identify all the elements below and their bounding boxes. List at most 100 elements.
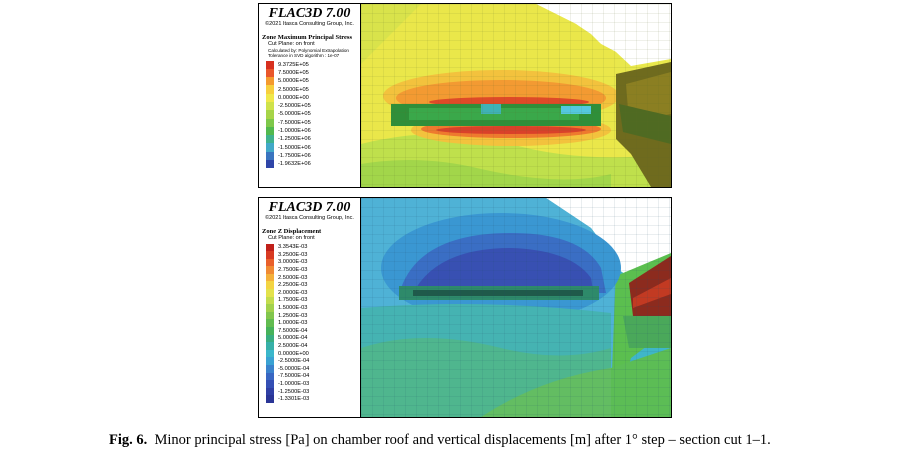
scale-row: 1.2500E-03: [266, 311, 360, 320]
scale-label: -1.5000E+06: [278, 144, 311, 151]
copyright-text: ©2021 Itasca Consulting Group, Inc.: [265, 215, 354, 221]
scale-label: -1.7500E+06: [278, 152, 311, 159]
scale-label: 7.5000E+05: [278, 69, 309, 76]
color-swatch: [266, 135, 274, 144]
scale-row: 2.0000E-03: [266, 289, 360, 297]
stress-legend: FLAC3D 7.00 ©2021 Itasca Consulting Grou…: [259, 4, 361, 187]
scale-row: -1.0000E+06: [266, 126, 360, 136]
scale-row: 7.5000E-04: [266, 327, 360, 335]
scale-row: -1.0000E-03: [266, 380, 360, 388]
scale-label: 7.5000E-04: [278, 327, 308, 334]
color-swatch: [266, 365, 274, 373]
color-scale: 3.3543E-03 3.2500E-03 3.0000E-03 2.7500E-03…: [266, 243, 360, 403]
software-title: FLAC3D 7.00: [268, 6, 351, 21]
scale-row: 3.3543E-03: [266, 243, 360, 252]
scale-label: -7.5000E+05: [278, 119, 311, 126]
scale-row: -5.0000E-04: [266, 365, 360, 373]
color-swatch: [266, 372, 274, 381]
scale-row: 3.0000E-03: [266, 258, 360, 267]
scale-row: 2.7500E-03: [266, 266, 360, 274]
scale-row: 2.5000E+05: [266, 85, 360, 94]
color-scale: 9.3725E+05 7.5000E+05 5.0000E+05 2.5000E+05…: [266, 60, 360, 169]
scale-label: -1.0000E-03: [278, 380, 310, 387]
color-swatch: [266, 160, 274, 169]
scale-row: 2.2500E-03: [266, 281, 360, 290]
scale-row: -7.5000E-04: [266, 372, 360, 381]
color-swatch: [266, 93, 274, 102]
scale-row: 1.5000E-03: [266, 304, 360, 312]
scale-row: -1.5000E+06: [266, 143, 360, 152]
scale-row: -1.2500E-03: [266, 387, 360, 396]
scale-label: 3.3543E-03: [278, 244, 308, 251]
displacement-contour-plot: [361, 198, 671, 417]
scale-label: -1.9632E+06: [278, 161, 311, 168]
scale-row: 5.0000E+05: [266, 77, 360, 86]
scale-label: -1.0000E+06: [278, 128, 311, 135]
copyright-text: ©2021 Itasca Consulting Group, Inc.: [265, 21, 354, 27]
color-swatch: [266, 387, 274, 396]
scale-row: -2.5000E+05: [266, 101, 360, 111]
scale-row: 1.0000E-03: [266, 319, 360, 328]
color-swatch: [266, 243, 274, 252]
scale-row: 3.2500E-03: [266, 251, 360, 259]
scale-label: 3.0000E-03: [278, 259, 308, 266]
scale-label: 5.0000E+05: [278, 78, 309, 85]
color-swatch: [266, 126, 274, 136]
scale-label: -2.5000E+05: [278, 103, 311, 110]
color-swatch: [266, 289, 274, 297]
color-swatch: [266, 258, 274, 267]
scale-row: 1.7500E-03: [266, 296, 360, 305]
color-swatch: [266, 77, 274, 86]
legend-title: Zone Maximum Principal Stress: [262, 34, 352, 41]
color-swatch: [266, 319, 274, 328]
scale-label: 2.5000E-03: [278, 274, 308, 281]
color-swatch: [266, 357, 274, 365]
color-swatch: [266, 395, 274, 403]
scale-label: 0.0000E+00: [278, 94, 309, 101]
scale-label: 3.2500E-03: [278, 251, 308, 258]
scale-row: 2.5000E-04: [266, 342, 360, 350]
color-swatch: [266, 151, 274, 161]
scale-label: -1.3301E-03: [278, 396, 310, 403]
scale-row: 2.5000E-03: [266, 273, 360, 282]
color-swatch: [266, 296, 274, 305]
scale-row: 0.0000E+00: [266, 349, 360, 358]
scale-label: -5.0000E-04: [278, 365, 310, 372]
scale-row: -7.5000E+05: [266, 118, 360, 127]
scale-row: 7.5000E+05: [266, 68, 360, 78]
scale-label: -5.0000E+05: [278, 111, 311, 118]
scale-row: -1.3301E-03: [266, 395, 360, 403]
scale-label: 2.5000E+05: [278, 86, 309, 93]
color-swatch: [266, 118, 274, 127]
scale-label: 9.3725E+05: [278, 61, 309, 68]
color-swatch: [266, 266, 274, 274]
scale-row: 9.3725E+05: [266, 60, 360, 69]
color-swatch: [266, 68, 274, 78]
legend-title: Zone Z Displacement: [262, 228, 322, 235]
scale-label: -1.2500E+06: [278, 136, 311, 143]
scale-label: -2.5000E-04: [278, 358, 310, 365]
stress-contour-plot: [361, 4, 671, 187]
scale-label: 5.0000E-04: [278, 335, 308, 342]
color-swatch: [266, 85, 274, 94]
color-swatch: [266, 273, 274, 282]
scale-label: -1.2500E-03: [278, 388, 310, 395]
color-swatch: [266, 110, 274, 119]
software-title: FLAC3D 7.00: [268, 200, 351, 215]
scale-row: -1.7500E+06: [266, 151, 360, 161]
color-swatch: [266, 304, 274, 312]
color-swatch: [266, 327, 274, 335]
displacement-legend: FLAC3D 7.00 ©2021 Itasca Consulting Grou…: [259, 198, 361, 417]
color-swatch: [266, 311, 274, 320]
stress-figure-panel: FLAC3D 7.00 ©2021 Itasca Consulting Grou…: [258, 3, 672, 188]
color-swatch: [266, 342, 274, 350]
cut-plane-label: Cut Plane: on front: [268, 235, 315, 241]
figure-label: Fig. 6.: [109, 432, 148, 448]
displacement-contour-image: [361, 198, 671, 417]
scale-row: 0.0000E+00: [266, 93, 360, 102]
scale-label: 2.5000E-04: [278, 343, 308, 350]
color-swatch: [266, 60, 274, 69]
scale-label: 1.7500E-03: [278, 297, 308, 304]
scale-label: 2.2500E-03: [278, 282, 308, 289]
stress-contour-image: [361, 4, 671, 187]
